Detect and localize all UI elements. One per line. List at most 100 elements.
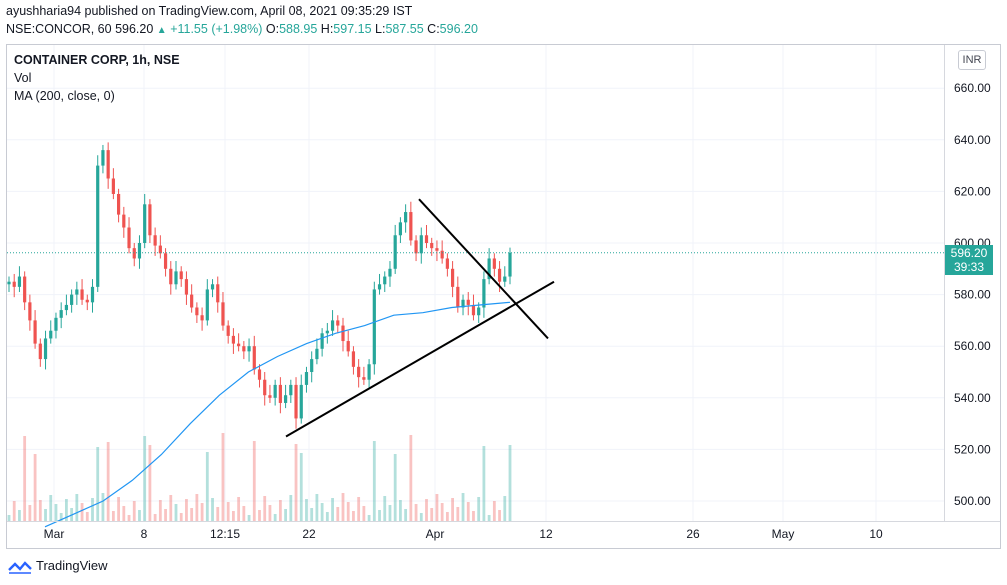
- candle-body: [414, 240, 418, 254]
- candle-body: [221, 302, 225, 326]
- candle-body: [252, 346, 256, 370]
- volume-bar: [263, 496, 267, 521]
- currency-button[interactable]: INR: [958, 50, 986, 70]
- time-axis-divider: [7, 521, 1000, 522]
- volume-bar: [65, 499, 68, 521]
- candle-body: [315, 348, 319, 360]
- candle-body: [210, 284, 215, 290]
- volume-bar: [226, 502, 230, 521]
- open-label: O:: [265, 22, 280, 36]
- volume-bar: [33, 454, 37, 521]
- volume-bar: [325, 512, 329, 521]
- time-tick-label: 26: [686, 527, 700, 541]
- volume-bar: [80, 503, 84, 521]
- volume-bar: [96, 447, 100, 521]
- candle-body: [106, 150, 110, 179]
- candle-body: [346, 341, 350, 352]
- candle-body: [122, 214, 126, 228]
- candle-body: [116, 193, 121, 215]
- candle-body: [273, 384, 277, 398]
- high-label: H:: [320, 22, 334, 36]
- candle-body: [362, 377, 366, 380]
- volume-bar: [91, 498, 94, 521]
- volume-bar: [331, 498, 334, 521]
- candle-body: [54, 317, 58, 331]
- candle-body: [466, 299, 470, 305]
- up-arrow-icon: ▲: [156, 25, 167, 36]
- candle-body: [242, 346, 246, 352]
- volume-bar: [7, 515, 11, 521]
- volume-bar: [409, 435, 413, 521]
- chart-pane[interactable]: [6, 44, 1001, 549]
- candle-body: [17, 276, 22, 287]
- candle-body: [409, 212, 413, 241]
- candle-body: [28, 302, 32, 321]
- candle-body: [96, 165, 100, 287]
- candle-body: [247, 346, 251, 352]
- volume-bar: [278, 500, 282, 521]
- candle-body: [294, 384, 298, 419]
- volume-bar: [372, 441, 376, 521]
- legend-ma: MA (200, close, 0): [14, 89, 115, 103]
- volume-bar: [294, 444, 298, 521]
- volume-bar: [216, 507, 220, 521]
- candle-body: [38, 343, 42, 360]
- candle-body: [377, 284, 382, 290]
- candle-body: [80, 289, 84, 300]
- candle-body: [158, 245, 162, 254]
- volume-bar: [388, 505, 392, 521]
- price-tick-label: 660.00: [954, 81, 991, 95]
- time-tick-label: Mar: [44, 527, 65, 541]
- volume-bar: [362, 506, 366, 521]
- volume-bar: [383, 496, 387, 521]
- candle-body: [398, 222, 403, 236]
- candle-body: [482, 279, 486, 308]
- candle-body: [372, 289, 376, 365]
- candle-body: [163, 253, 168, 269]
- volume-bar: [305, 499, 308, 521]
- candle-body: [351, 351, 356, 367]
- volume-bar: [23, 436, 27, 521]
- volume-bar: [190, 508, 194, 521]
- candle-body: [43, 338, 48, 360]
- published-by-line: ayushharia94 published on TradingView.co…: [6, 4, 413, 18]
- volume-bar: [435, 494, 439, 521]
- ma200-line: [44, 301, 511, 528]
- candle-body: [90, 286, 95, 303]
- volume-bar: [200, 503, 204, 521]
- volume-bar: [38, 500, 42, 521]
- volume-bar: [352, 511, 355, 521]
- candle-body: [237, 343, 241, 347]
- candle-body: [383, 276, 387, 285]
- candle-body: [70, 294, 74, 305]
- footer-brand[interactable]: TradingView: [8, 558, 108, 574]
- volume-bars: [7, 433, 512, 521]
- candle-body: [456, 286, 460, 308]
- candle-body: [445, 258, 449, 269]
- candle-body: [132, 248, 136, 259]
- volume-bar: [456, 507, 460, 521]
- candle-body: [393, 235, 397, 269]
- candle-body: [430, 243, 434, 249]
- candle-body: [424, 235, 429, 243]
- volume-bar: [153, 514, 157, 521]
- close-value: 596.20: [439, 22, 478, 36]
- volume-bar: [472, 511, 475, 521]
- candlesticks: [7, 142, 512, 429]
- trendline-support: [285, 280, 555, 438]
- volume-bar: [18, 510, 21, 521]
- volume-bar: [268, 505, 272, 521]
- volume-bar: [299, 453, 303, 521]
- volume-bar: [75, 494, 79, 521]
- volume-bar: [117, 497, 120, 521]
- volume-bar: [158, 500, 162, 521]
- volume-bar: [169, 495, 173, 521]
- candle-body: [153, 235, 157, 246]
- volume-bar: [503, 496, 507, 521]
- volume-bar: [378, 510, 381, 521]
- volume-bar: [404, 509, 408, 521]
- candle-body: [23, 276, 27, 303]
- volume-bar: [12, 501, 16, 521]
- volume-bar: [111, 511, 115, 521]
